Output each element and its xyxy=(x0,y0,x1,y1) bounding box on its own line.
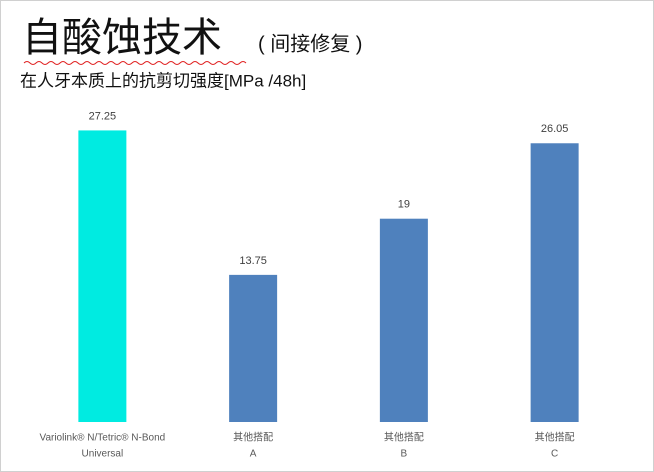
value-label: 27.25 xyxy=(89,110,117,122)
value-label: 19 xyxy=(398,199,410,211)
value-label: 13.75 xyxy=(239,255,267,267)
bar xyxy=(530,143,579,422)
x-tick-label: Variolink® N/Tetric® N-Bond xyxy=(40,433,166,444)
x-tick-label: Universal xyxy=(82,449,124,460)
title-note: ( 间接修复 ) xyxy=(258,32,362,55)
x-tick-label: B xyxy=(401,449,408,460)
x-tick-label: 其他搭配 xyxy=(535,431,575,444)
bar xyxy=(379,218,428,422)
bar xyxy=(78,130,127,423)
spellcheck-underline xyxy=(23,61,247,65)
value-label: 26.05 xyxy=(541,123,569,135)
x-tick-label: A xyxy=(250,449,257,460)
subtitle: 在人牙本质上的抗剪切强度[MPa /48h] xyxy=(20,71,306,90)
x-tick-label: C xyxy=(551,449,558,460)
bar xyxy=(229,274,278,422)
x-tick-label: 其他搭配 xyxy=(384,431,424,444)
x-tick-label: 其他搭配 xyxy=(233,431,273,444)
chart-title: 自酸蚀技术 xyxy=(22,15,222,61)
